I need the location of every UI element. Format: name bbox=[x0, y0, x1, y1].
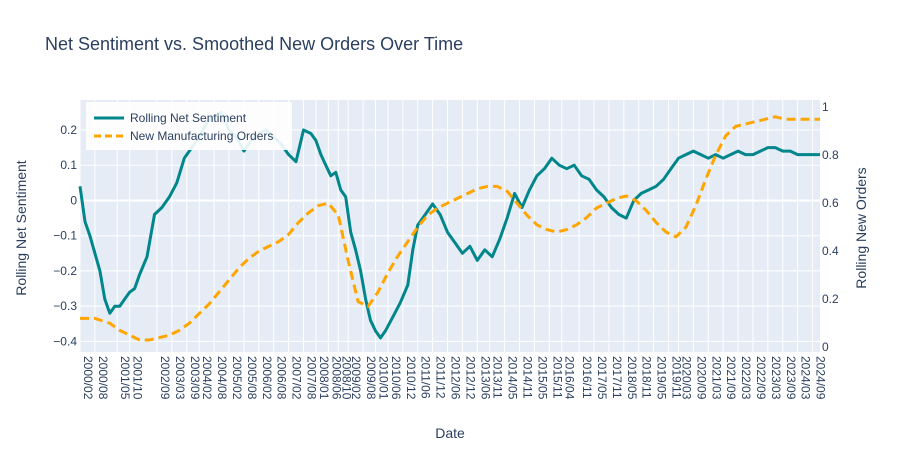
x-tick-label: 2012/06 bbox=[449, 356, 463, 400]
x-tick-label: 2024/03 bbox=[799, 356, 813, 400]
series-line-net-sentiment bbox=[78, 110, 820, 340]
x-tick-label: 2014/05 bbox=[506, 356, 520, 400]
x-tick-label: 2009/08 bbox=[364, 356, 378, 400]
x-tick-label: 2007/02 bbox=[290, 356, 304, 400]
legend-label-sentiment: Rolling Net Sentiment bbox=[130, 111, 247, 125]
y-tick-label: −0.2 bbox=[53, 264, 77, 278]
x-tick-label: 2021/09 bbox=[724, 356, 738, 400]
y2-axis-label: Rolling New Orders bbox=[853, 167, 869, 288]
x-tick-label: 2010/12 bbox=[404, 356, 418, 400]
x-tick-label: 2019/11 bbox=[670, 356, 684, 399]
x-tick-label: 2003/03 bbox=[173, 356, 187, 400]
x-tick-label: 2024/09 bbox=[814, 356, 828, 400]
x-tick-label: 2000/08 bbox=[96, 356, 110, 400]
x-tick-label: 2008/06 bbox=[329, 356, 343, 400]
x-tick-label: 2006/02 bbox=[260, 356, 274, 400]
x-tick-label: 2017/05 bbox=[595, 356, 609, 400]
x-tick-label: 2019/05 bbox=[655, 356, 669, 400]
x-tick-label: 2012/12 bbox=[463, 356, 477, 400]
legend-label-orders: New Manufacturing Orders bbox=[130, 129, 273, 143]
legend-box bbox=[86, 102, 292, 150]
x-tick-label: 2001/05 bbox=[118, 356, 132, 400]
y-axis-label: Rolling Net Sentiment bbox=[13, 160, 29, 296]
series-line-new-orders bbox=[80, 115, 820, 342]
x-tick-label: 2000/02 bbox=[81, 356, 95, 400]
chart-title: Net Sentiment vs. Smoothed New Orders Ov… bbox=[45, 34, 463, 54]
x-tick-label: 2018/11 bbox=[640, 356, 654, 399]
x-tick-label: 2020/09 bbox=[694, 356, 708, 400]
x-tick-label: 2023/03 bbox=[769, 356, 783, 400]
x-tick-label: 2011/06 bbox=[419, 356, 433, 399]
y-tick-label: −0.4 bbox=[53, 334, 77, 348]
x-tick-label: 2011/12 bbox=[434, 356, 448, 399]
y2-tick-label: 0.4 bbox=[822, 244, 839, 258]
x-tick-label: 2004/02 bbox=[200, 356, 214, 400]
x-tick-label: 2017/11 bbox=[610, 356, 624, 399]
y-tick-label: 0.1 bbox=[60, 158, 77, 172]
legend[interactable]: Rolling Net Sentiment New Manufacturing … bbox=[86, 102, 292, 150]
x-tick-label: 2022/09 bbox=[754, 356, 768, 400]
y2-axis-ticks: 0 0.2 0.4 0.6 0.8 1 bbox=[822, 100, 839, 354]
y2-tick-label: 0.6 bbox=[822, 196, 839, 210]
y2-tick-label: 0.2 bbox=[822, 292, 839, 306]
x-tick-label: 2016/11 bbox=[580, 356, 594, 399]
y2-tick-label: 0.8 bbox=[822, 148, 839, 162]
y2-tick-label: 1 bbox=[822, 100, 829, 114]
x-tick-label: 2013/06 bbox=[478, 356, 492, 400]
x-tick-label: 2023/09 bbox=[784, 356, 798, 400]
x-tick-label: 2009/02 bbox=[349, 356, 363, 400]
y-tick-label: 0.2 bbox=[60, 123, 77, 137]
x-tick-label: 2001/10 bbox=[131, 356, 145, 400]
x-tick-label: 2006/08 bbox=[275, 356, 289, 400]
x-tick-label: 2004/08 bbox=[215, 356, 229, 400]
x-tick-label: 2003/09 bbox=[188, 356, 202, 400]
y-tick-label: −0.3 bbox=[53, 299, 77, 313]
x-tick-label: 2002/09 bbox=[158, 356, 172, 400]
x-tick-label: 2010/01 bbox=[377, 356, 391, 400]
x-tick-label: 2008/01 bbox=[317, 356, 331, 400]
x-tick-label: 2018/05 bbox=[625, 356, 639, 400]
x-tick-label: 2013/11 bbox=[491, 356, 505, 399]
x-tick-label: 2015/05 bbox=[535, 356, 549, 400]
x-tick-label: 2010/06 bbox=[389, 356, 403, 400]
x-axis-label: Date bbox=[435, 425, 465, 441]
y-tick-label: 0 bbox=[70, 193, 77, 207]
x-tick-label: 2014/11 bbox=[521, 356, 535, 399]
y-axis-ticks: −0.4 −0.3 −0.2 −0.1 0 0.1 0.2 bbox=[53, 123, 77, 348]
y2-tick-label: 0 bbox=[822, 340, 829, 354]
x-tick-label: 2005/02 bbox=[230, 356, 244, 400]
x-tick-label: 2005/08 bbox=[245, 356, 259, 400]
x-tick-label: 2020/03 bbox=[679, 356, 693, 400]
x-tick-label: 2021/03 bbox=[709, 356, 723, 400]
y-tick-label: −0.1 bbox=[53, 229, 77, 243]
x-tick-label: 2016/04 bbox=[563, 356, 577, 400]
x-tick-label: 2015/11 bbox=[550, 356, 564, 399]
x-tick-label: 2007/08 bbox=[304, 356, 318, 400]
x-tick-label: 2008/10 bbox=[339, 356, 353, 400]
series-layer bbox=[78, 110, 820, 342]
x-tick-label: 2022/03 bbox=[739, 356, 753, 400]
